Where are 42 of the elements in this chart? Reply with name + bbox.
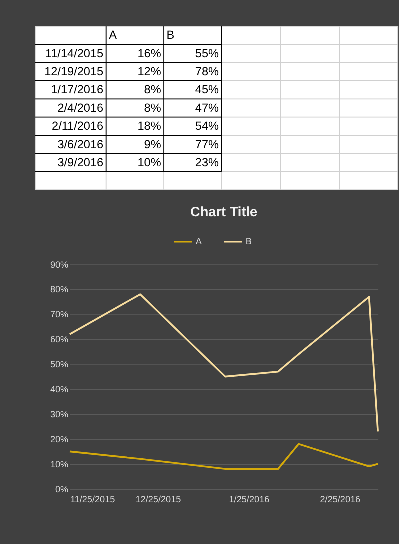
data-label: 55% bbox=[195, 46, 220, 60]
data-label: 23% bbox=[195, 155, 220, 170]
category-label: 12/19/2015 bbox=[44, 64, 104, 79]
y-tick-label: 60% bbox=[50, 334, 69, 345]
y-tick-label: 50% bbox=[50, 360, 69, 370]
x-tick-label: 12/25/2015 bbox=[136, 494, 182, 504]
x-tick-label: 1/25/2016 bbox=[229, 494, 270, 504]
y-tick-label: 30% bbox=[50, 409, 69, 420]
data-label: 47% bbox=[195, 100, 220, 115]
y-tick-label: 20% bbox=[50, 434, 69, 444]
category-label: 3/9/2016 bbox=[58, 155, 104, 170]
data-label: 18% bbox=[138, 119, 162, 134]
line-series bbox=[69, 443, 380, 470]
y-tick-label: 80% bbox=[50, 284, 69, 295]
y-tick-label: 10% bbox=[50, 459, 69, 470]
chart-title: Chart Title bbox=[190, 204, 258, 220]
data-label: 45% bbox=[195, 82, 220, 97]
category-label: 11/14/2015 bbox=[45, 46, 104, 60]
data-label: 78% bbox=[195, 64, 220, 79]
y-tick-label: 0% bbox=[55, 484, 69, 494]
data-label: 54% bbox=[195, 119, 220, 134]
data-label: 9% bbox=[144, 137, 162, 152]
data-label: 10% bbox=[138, 155, 162, 170]
legend-label: A bbox=[196, 236, 203, 247]
data-label: 8% bbox=[144, 100, 162, 115]
data-label: 77% bbox=[195, 137, 220, 152]
y-tick-label: 40% bbox=[50, 384, 69, 394]
line-series bbox=[69, 294, 380, 433]
text: B bbox=[166, 28, 175, 42]
data-label: 12% bbox=[138, 64, 162, 79]
y-tick-label: 90% bbox=[50, 260, 69, 270]
data-label: 16% bbox=[138, 46, 162, 60]
legend-label: B bbox=[246, 236, 252, 247]
x-tick-label: 11/25/2015 bbox=[70, 494, 116, 504]
x-tick-label: 2/25/2016 bbox=[320, 494, 361, 504]
y-tick-label: 70% bbox=[50, 310, 69, 320]
category-label: 2/11/2016 bbox=[52, 119, 104, 134]
series-label: A bbox=[109, 28, 118, 42]
category-label: 1/17/2016 bbox=[51, 82, 104, 97]
data-label: 8% bbox=[144, 82, 162, 97]
category-label: 3/6/2016 bbox=[58, 137, 104, 152]
category-label: 2/4/2016 bbox=[58, 100, 104, 115]
